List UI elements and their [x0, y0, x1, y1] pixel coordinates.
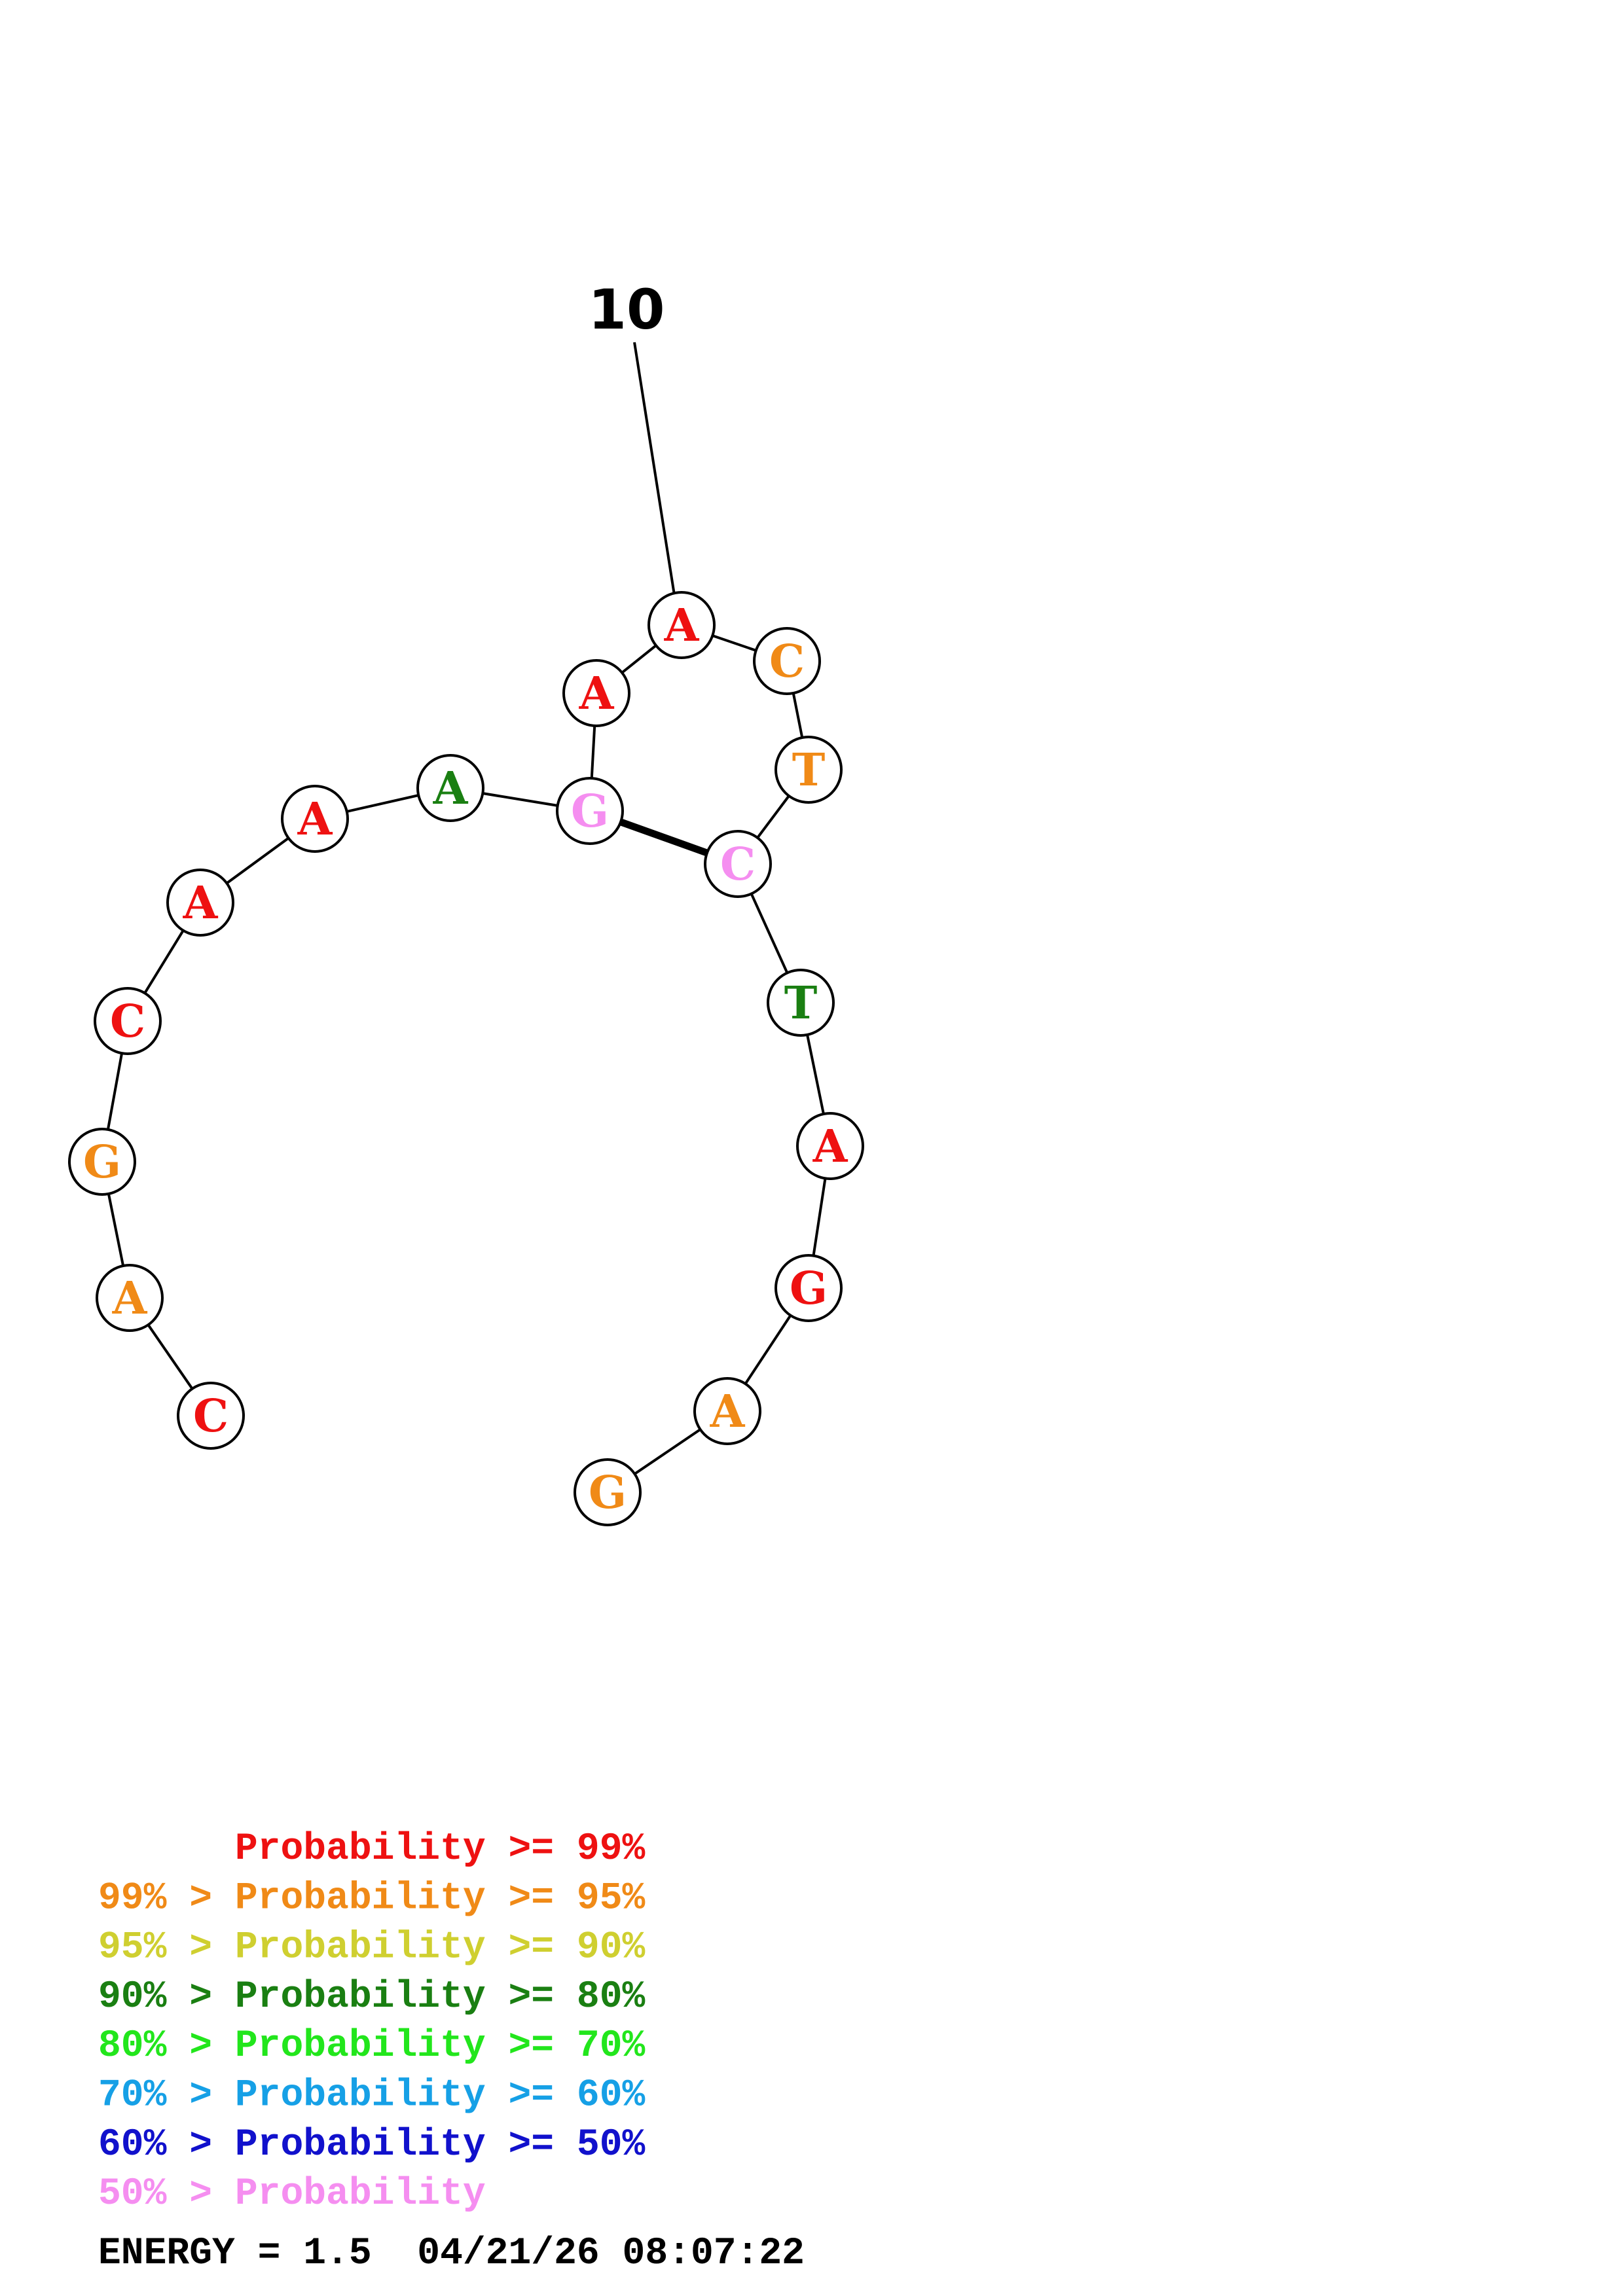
nucleotide-letter: C	[110, 996, 145, 1048]
nucleotide-letter: A	[664, 600, 700, 652]
legend-entry: 50% > Probability	[98, 2173, 486, 2215]
nucleotide-12: T	[775, 736, 843, 804]
nucleotide-letter: A	[297, 793, 333, 846]
nucleotide-2: A	[96, 1264, 164, 1332]
nucleotide-6: A	[281, 785, 349, 853]
legend-entry: Probability >= 99%	[98, 1828, 646, 1871]
nucleotide-letter: T	[792, 744, 826, 797]
nucleotide-circle	[556, 777, 624, 845]
nucleotide-letter: A	[579, 668, 615, 720]
nucleotide-circle	[281, 785, 349, 853]
nucleotide-1: C	[177, 1382, 245, 1450]
nucleotide-letter: G	[790, 1263, 828, 1315]
nucleotide-circle	[96, 1264, 164, 1332]
nucleotide-letter: A	[710, 1386, 746, 1438]
legend-entry: 99% > Probability >= 95%	[98, 1877, 646, 1920]
legend-entry: 90% > Probability >= 80%	[98, 1976, 646, 2018]
nucleotide-15: A	[796, 1112, 864, 1180]
backbone-lines	[101, 624, 831, 1494]
nucleotide-3: G	[68, 1128, 136, 1196]
nucleotide-circle	[775, 736, 843, 804]
nucleotide-17: A	[693, 1377, 761, 1445]
nucleotide-circle	[775, 1254, 843, 1322]
nucleotide-letter: A	[183, 877, 219, 929]
nucleotide-circle	[796, 1112, 864, 1180]
nucleotide-letter: G	[83, 1136, 121, 1189]
nucleotide-14: T	[767, 969, 835, 1037]
nucleotide-circle	[562, 659, 630, 727]
nucleotide-13: C	[704, 830, 772, 898]
legend-entry: 80% > Probability >= 70%	[98, 2025, 646, 2068]
nucleotide-9: A	[562, 659, 630, 727]
position-10-label: 10	[589, 278, 665, 342]
nucleotide-letter: G	[571, 785, 609, 838]
nucleotide-4: C	[94, 987, 162, 1055]
nucleotide-5: A	[166, 869, 234, 937]
nucleotide-letter: C	[193, 1390, 228, 1443]
nucleotide-circle	[94, 987, 162, 1055]
nucleotide-10: A	[647, 591, 716, 659]
nucleotide-letter: A	[812, 1121, 848, 1173]
nucleotide-letter: G	[589, 1467, 627, 1519]
nucleotide-circle	[693, 1377, 761, 1445]
nucleotide-8: G	[556, 777, 624, 845]
nucleotide-circle	[767, 969, 835, 1037]
position-tick-line	[633, 342, 680, 620]
nucleotide-circle	[166, 869, 234, 937]
nucleotide-11: C	[753, 627, 821, 695]
nucleotide-circle	[704, 830, 772, 898]
nucleotide-letter: A	[433, 762, 469, 815]
nucleotide-circle	[647, 591, 716, 659]
nucleotide-circle	[416, 754, 484, 822]
nucleotide-circle	[753, 627, 821, 695]
nucleotide-circle	[68, 1128, 136, 1196]
nucleotide-letter: T	[784, 977, 818, 1030]
nucleotide-7: A	[416, 754, 484, 822]
nucleotide-circle	[574, 1458, 642, 1526]
nucleotide-16: G	[775, 1254, 843, 1322]
energy-timestamp: ENERGY = 1.5 04/21/26 08:07:22	[98, 2233, 805, 2275]
nucleotide-letter: A	[112, 1272, 148, 1325]
probability-legend: Probability >= 99% 99% > Probability >= 9…	[98, 1828, 646, 2215]
nucleotide-18: G	[574, 1458, 642, 1526]
nucleotide-letter: C	[720, 838, 756, 891]
legend-entry: 60% > Probability >= 50%	[98, 2124, 646, 2166]
nucleotide-circle	[177, 1382, 245, 1450]
nucleotide-letter: C	[769, 636, 805, 688]
legend-entry: 95% > Probability >= 90%	[98, 1927, 646, 1969]
legend-entry: 70% > Probability >= 60%	[98, 2075, 646, 2117]
